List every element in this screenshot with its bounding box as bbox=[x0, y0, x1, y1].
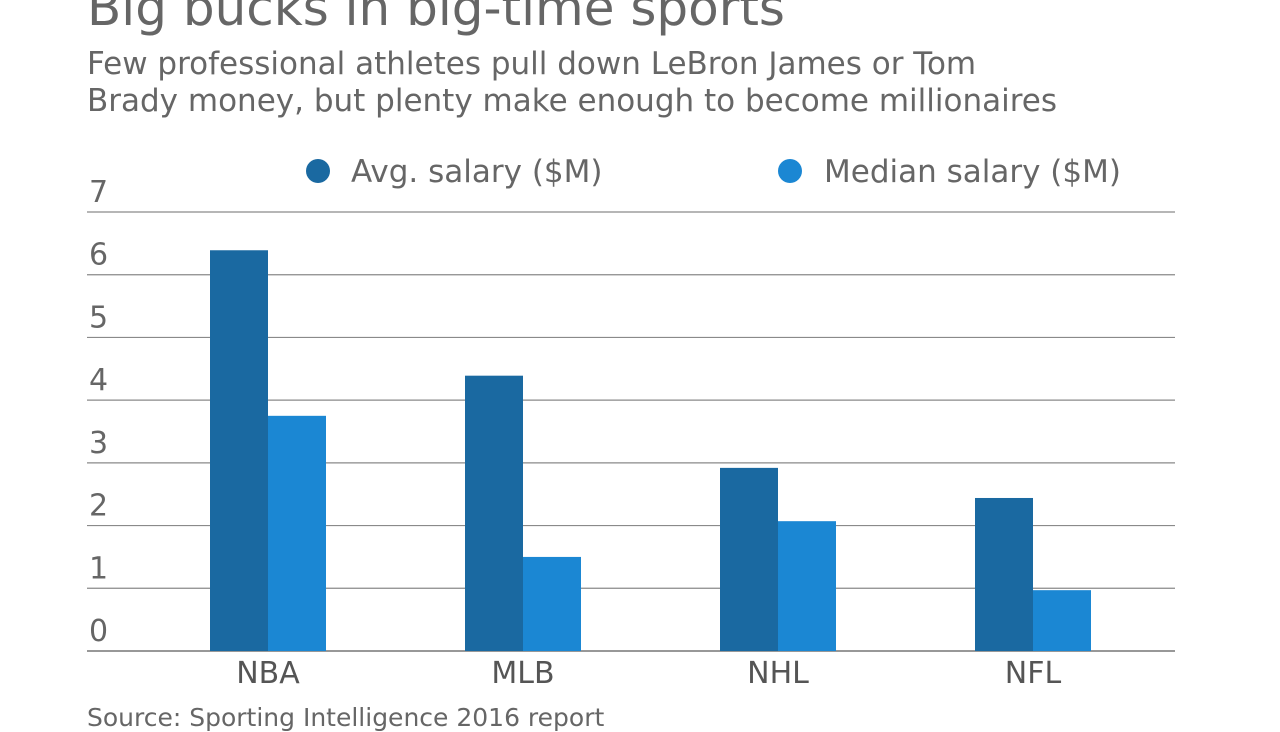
x-tick-label: MLB bbox=[491, 656, 554, 691]
bar-nfl-median bbox=[1033, 590, 1091, 651]
chart-subtitle-line-2: Brady money, but plenty make enough to b… bbox=[87, 83, 1058, 119]
y-tick-label: 6 bbox=[89, 238, 108, 273]
chart-title: Big bucks in big-time sports bbox=[87, 0, 785, 37]
bar-nhl-avg bbox=[720, 467, 778, 651]
bar-nhl-median bbox=[778, 521, 836, 651]
bar-nba-median bbox=[268, 415, 326, 651]
x-tick-label: NBA bbox=[236, 656, 300, 691]
y-tick-label: 1 bbox=[89, 551, 108, 586]
legend-label-median: Median salary ($M) bbox=[824, 154, 1121, 190]
y-tick-label: 4 bbox=[89, 363, 108, 398]
bar-nfl-avg bbox=[975, 497, 1033, 651]
bar-nba-avg bbox=[210, 250, 268, 651]
y-tick-label: 3 bbox=[89, 426, 108, 461]
legend-swatch-median bbox=[778, 159, 802, 183]
chart-source: Source: Sporting Intelligence 2016 repor… bbox=[87, 703, 605, 732]
legend-label-avg: Avg. salary ($M) bbox=[351, 154, 602, 190]
y-tick-label: 7 bbox=[89, 175, 108, 210]
legend-swatch-avg bbox=[306, 159, 330, 183]
chart-subtitle-line-1: Few professional athletes pull down LeBr… bbox=[87, 46, 977, 82]
y-tick-label: 0 bbox=[89, 614, 108, 649]
y-tick-label: 5 bbox=[89, 300, 108, 335]
bar-mlb-median bbox=[523, 556, 581, 651]
x-tick-label: NFL bbox=[1005, 656, 1062, 691]
y-tick-label: 2 bbox=[89, 489, 108, 524]
x-tick-label: NHL bbox=[747, 656, 809, 691]
bar-mlb-avg bbox=[465, 375, 523, 651]
